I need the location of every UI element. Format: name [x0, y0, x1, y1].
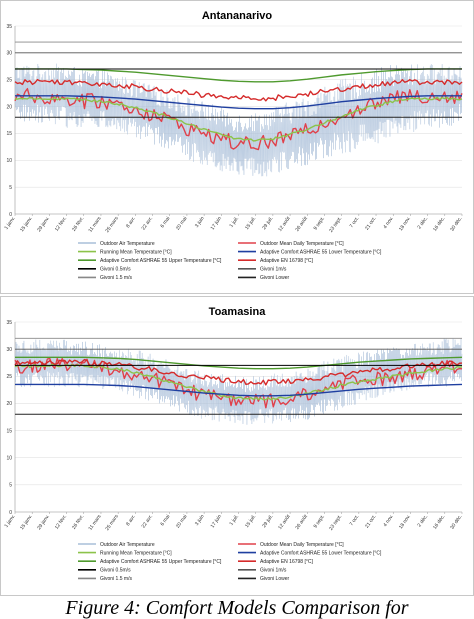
legend-label: Adaptive Comfort ASHRAE 55 Lower Tempera… — [260, 249, 382, 255]
y-tick-label: 20 — [6, 104, 12, 110]
series-adaptive-comfort-ashrae-55-lower-temperature-c — [15, 95, 462, 110]
x-tick-label: 3 juin — [194, 514, 206, 527]
series-group — [14, 41, 463, 177]
y-tick-label: 15 — [6, 131, 12, 137]
y-tick-label: 25 — [6, 78, 12, 84]
legend-label: Givoni 1m/s — [260, 568, 287, 574]
legend: Outdoor Air Temperature Outdoor Mean Dail… — [78, 542, 382, 582]
series-adaptive-comfort-ashrae-55-upper-temperature-c — [15, 68, 462, 83]
legend-label: Running Mean Temperature [°C] — [100, 249, 172, 255]
x-tick-label: 8 avr. — [125, 514, 137, 527]
legend-label: Adaptive EN 16798 [°C] — [260, 258, 313, 264]
legend-label: Givoni 0.5m/s — [100, 568, 131, 574]
legend-label: Adaptive Comfort ASHRAE 55 Upper Tempera… — [100, 258, 222, 264]
series-adaptive-en-16798-c — [14, 78, 463, 102]
y-tick-label: 20 — [6, 401, 12, 407]
x-tick-label: 1 juil. — [229, 216, 241, 229]
series-outdoor-air-temperature — [14, 338, 463, 425]
series-running-mean-temperature-c — [14, 363, 463, 401]
series-adaptive-comfort-ashrae-55-lower-temperature-c — [15, 383, 463, 397]
series-adaptive-comfort-ashrae-55-upper-temperature-c — [15, 356, 463, 370]
y-axis: 0 5 10 15 20 25 30 35 — [6, 24, 12, 218]
legend: Outdoor Air Temperature Outdoor Mean Dail… — [78, 241, 382, 281]
y-tick-label: 25 — [6, 374, 12, 380]
x-tick-label: 8 avr. — [125, 216, 137, 229]
legend-label: Adaptive Comfort ASHRAE 55 Lower Tempera… — [260, 550, 382, 556]
legend-label: Outdoor Air Temperature — [100, 241, 155, 247]
series-group — [14, 337, 463, 425]
y-tick-label: 0 — [9, 212, 12, 218]
legend-label: Outdoor Mean Daily Temperature [°C] — [260, 241, 344, 247]
chart-panel-antananarivo: Antananarivo 0 5 10 15 20 25 30 35 1 janv. 15 janv… — [0, 0, 474, 294]
series-outdoor-air-temperature — [14, 63, 463, 177]
y-tick-label: 30 — [6, 51, 12, 57]
legend-label: Givoni Lower — [260, 576, 290, 582]
legend-label: Outdoor Air Temperature — [100, 542, 155, 548]
legend-label: Givoni 1.5 m/s — [100, 275, 132, 281]
y-tick-label: 35 — [6, 320, 12, 326]
series-outdoor-mean-daily-temperature-c — [14, 87, 463, 151]
x-tick-label: 6 mai — [159, 514, 171, 527]
y-tick-label: 35 — [6, 24, 12, 30]
figure-caption: Figure 4: Comfort Models Comparison for — [65, 597, 409, 619]
y-axis: 0 5 10 15 20 25 30 35 — [6, 320, 12, 516]
legend-label: Outdoor Mean Daily Temperature [°C] — [260, 542, 344, 548]
x-tick-label: 6 mai — [159, 216, 171, 229]
legend-label: Givoni 1.5 m/s — [100, 576, 132, 582]
chart-title: Toamasina — [209, 306, 267, 318]
legend-label: Givoni Lower — [260, 275, 290, 281]
x-tick-label: 3 juin — [194, 216, 206, 229]
x-tick-label: 7 oct. — [349, 514, 361, 527]
chart-frame — [0, 296, 474, 596]
series-running-mean-temperature-c — [14, 96, 463, 142]
y-tick-label: 10 — [6, 456, 12, 462]
legend-label: Adaptive Comfort ASHRAE 55 Upper Tempera… — [100, 559, 222, 565]
y-tick-label: 5 — [9, 483, 12, 489]
y-tick-label: 15 — [6, 428, 12, 434]
y-tick-label: 30 — [6, 347, 12, 353]
legend-label: Adaptive EN 16798 [°C] — [260, 559, 313, 565]
x-tick-label: 1 juil. — [229, 514, 241, 527]
legend-label: Givoni 0.5m/s — [100, 267, 131, 273]
legend-label: Givoni 1m/s — [260, 267, 287, 273]
x-tick-label: 7 oct. — [349, 216, 361, 229]
legend-label: Running Mean Temperature [°C] — [100, 550, 172, 556]
chart-title: Antananarivo — [202, 10, 273, 22]
y-tick-label: 5 — [9, 185, 12, 191]
y-tick-label: 10 — [6, 158, 12, 164]
chart-panel-toamasina: Toamasina 0 5 10 15 20 25 30 35 1 janv. 15 janv. 29… — [0, 296, 474, 596]
y-tick-label: 0 — [9, 510, 12, 516]
